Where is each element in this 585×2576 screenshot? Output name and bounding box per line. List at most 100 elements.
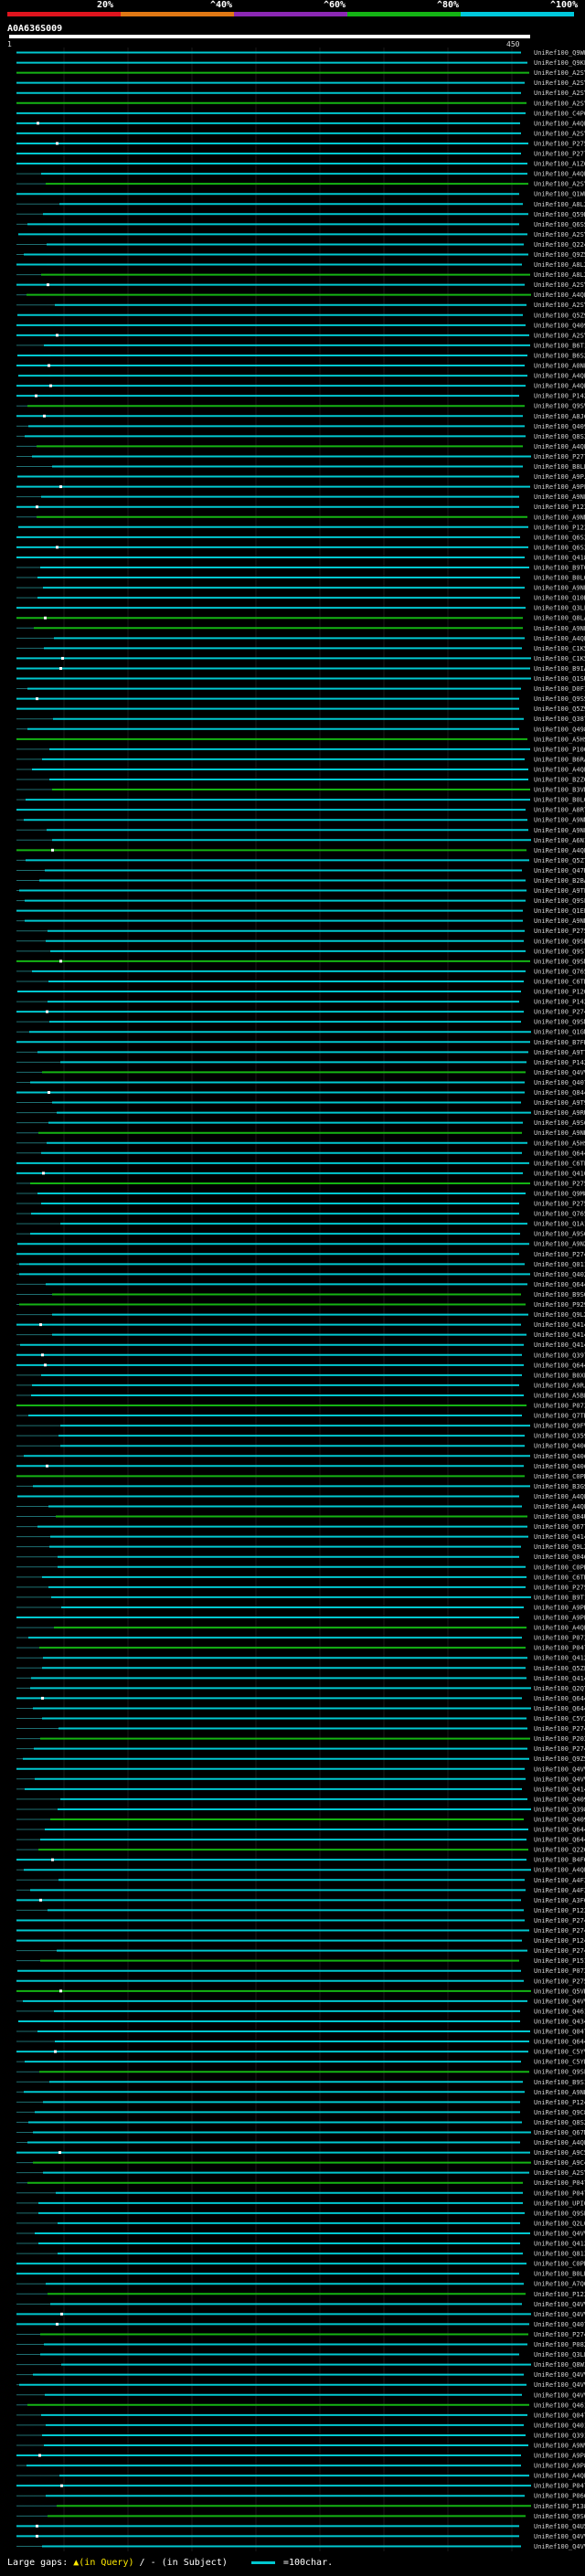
hit-label: UniRef100_Q4VV47 [534, 1069, 585, 1076]
hit-label: UniRef100_Q9SF87 [534, 897, 585, 905]
hit-label: UniRef100_C4P6Y3 [534, 110, 585, 117]
legend-label: 20% [97, 0, 114, 10]
hit-label: UniRef100_C5YBD7 [534, 2059, 585, 2066]
hit-label: UniRef100_Q9Z5J5 [534, 251, 585, 259]
hit-label: UniRef100_Q9C8S5 [534, 2109, 585, 2116]
hit-label: UniRef100_A9NV39 [534, 2442, 585, 2449]
hit-label: UniRef100_Q67705 [534, 1523, 585, 1531]
hit-label: UniRef100_C5YVW5 [534, 2049, 585, 2056]
hit-label: UniRef100_Q40247 [534, 1271, 585, 1278]
hit-label: UniRef100_Q8W159 [534, 2361, 585, 2369]
hit-label: UniRef100_C6TL36 [534, 1160, 585, 1167]
hit-label: UniRef100_Q1GMC8 [534, 1029, 585, 1036]
hit-label: UniRef100_A0NL12 [534, 363, 585, 370]
hit-label: UniRef100_P27519 [534, 1977, 585, 1985]
hit-label: UniRef100_Q9SMC3 [534, 1019, 585, 1026]
legend-bar [461, 12, 574, 16]
hit-label: UniRef100_Q9SSV2 [534, 695, 585, 703]
hit-label: UniRef100_P04778 [534, 2179, 585, 2187]
gap-marker [59, 666, 62, 670]
hit-label: UniRef100_B9S155 [534, 2079, 585, 2086]
hit-label: UniRef100_Q4VV60 [534, 2533, 585, 2540]
hit-label: UniRef100_Q64443 [534, 1150, 585, 1157]
hit-label: UniRef100_A2SY32 [534, 231, 585, 239]
hit-label: UniRef100_B6RAX2 [534, 756, 585, 763]
hit-label: UniRef100_P27497 [534, 2331, 585, 2338]
query-sequence-line [9, 35, 530, 38]
hit-label: UniRef100_Q9LXI0 [534, 1311, 585, 1319]
hit-label: UniRef100_P27496 [534, 1927, 585, 1935]
hit-label: UniRef100_A2SY35 [534, 302, 585, 309]
hit-label: UniRef100_Q84425 [534, 1089, 585, 1097]
hit-label: UniRef100_Q4VV58 [534, 2230, 585, 2237]
legend-bar [121, 12, 234, 16]
hit-label: UniRef100_Q81391 [534, 2251, 585, 2258]
hit-label: UniRef100_Q4VV51 [534, 2301, 585, 2308]
gap-marker [44, 616, 47, 620]
hit-label: UniRef100_B6S2T9 [534, 352, 585, 359]
hit-label: UniRef100_Q8S3U0 [534, 433, 585, 440]
hit-label: UniRef100_P15195 [534, 1957, 585, 1965]
gap-marker [59, 1989, 62, 1993]
gap-marker [48, 364, 50, 367]
hit-label: UniRef100_Q5Z737 [534, 857, 585, 864]
hit-label: UniRef100_UPI000... [534, 2200, 585, 2207]
hit-label: UniRef100_Q41231 [534, 1655, 585, 1662]
gap-marker [49, 384, 52, 387]
hit-label: UniRef100_Q1SUF9 [534, 675, 585, 683]
gap-marker [37, 122, 39, 125]
hit-label: UniRef100_A9NBD5 [534, 2089, 585, 2096]
hit-label: UniRef100_A2SY34 [534, 100, 585, 107]
hit-label: UniRef100_Q64449 [534, 1695, 585, 1702]
hit-label: UniRef100_A9TL35 [534, 887, 585, 895]
hit-label: UniRef100_Q40961 [534, 1796, 585, 1803]
hit-label: UniRef100_A9PEI5 [534, 1615, 585, 1622]
hit-label: UniRef100_B8LPT5 [534, 463, 585, 471]
hit-label: UniRef100_A8L270 [534, 271, 585, 279]
hit-label: UniRef100_P07370 [534, 1403, 585, 1410]
hit-label: UniRef100_Q2L0A9 [534, 2220, 585, 2227]
hit-label: UniRef100_A4QPK6 [534, 1867, 585, 1874]
hit-label: UniRef100_Q4VV52 [534, 1998, 585, 2005]
query-start: 1 [7, 40, 12, 48]
hit-label: UniRef100_Q41421 [534, 1341, 585, 1349]
gap-in-query-label: ▲(in Query) [73, 2558, 134, 2568]
hit-label: UniRef100_Q64445 [534, 1281, 585, 1288]
hit-label: UniRef100_A5HSG6 [534, 736, 585, 743]
hit-label: UniRef100_A4QPK7 [534, 383, 585, 390]
footer: Large gaps: ▲(in Query) / - (in Subject)… [7, 2558, 333, 2568]
hit-label: UniRef100_Q765P5 [534, 1211, 585, 1218]
hit-label: UniRef100_A9NXB0 [534, 1241, 585, 1248]
hit-label: UniRef100_A4QPH0 [534, 766, 585, 773]
scale-bar [250, 2560, 275, 2564]
legend-bar [234, 12, 347, 16]
hit-label: UniRef100_Q40185 [534, 2422, 585, 2429]
hit-label: UniRef100_P27493 [534, 1251, 585, 1258]
hit-label: UniRef100_A2SY45 [534, 80, 585, 87]
hit-label: UniRef100_B9T0C1 [534, 564, 585, 571]
gap-marker [56, 334, 58, 337]
hit-label: UniRef100_Q4VV50 [534, 2311, 585, 2318]
hit-label: UniRef100_Q9M866 [534, 1190, 585, 1197]
hit-label: UniRef100_A5BPR2 [534, 1392, 585, 1399]
hit-label: UniRef100_A2SY32 [534, 130, 585, 137]
hit-label: UniRef100_A9T914 [534, 1099, 585, 1107]
hit-label: UniRef100_Q41823 [534, 554, 585, 561]
hit-label: UniRef100_P04777 [534, 2189, 585, 2197]
hit-label: UniRef100_A4QPL2 [534, 635, 585, 642]
query-end: 450 [506, 40, 520, 48]
hit-label: UniRef100_Q1WLW0 [534, 191, 585, 198]
hit-label: UniRef100_Q39768 [534, 1352, 585, 1359]
hit-label: UniRef100_Q2QTE0 [534, 1685, 585, 1692]
hit-label: UniRef100_A4QP11 [534, 2473, 585, 2480]
hit-label: UniRef100_A4QPL1 [534, 373, 585, 380]
hit-label: UniRef100_Q64446 [534, 1705, 585, 1712]
gap-marker [35, 394, 37, 398]
hit-label: UniRef100_Q9SP08 [534, 2210, 585, 2217]
hit-label: UniRef100_Q4615 [534, 2401, 585, 2409]
hit-label: UniRef100_P27495 [534, 1947, 585, 1955]
gap-marker [36, 2524, 38, 2528]
hit-label: UniRef100_P14273 [534, 393, 585, 400]
hit-label: UniRef100_C1K5B6 [534, 655, 585, 663]
hit-label: UniRef100_B4FQB0 [534, 1857, 585, 1864]
